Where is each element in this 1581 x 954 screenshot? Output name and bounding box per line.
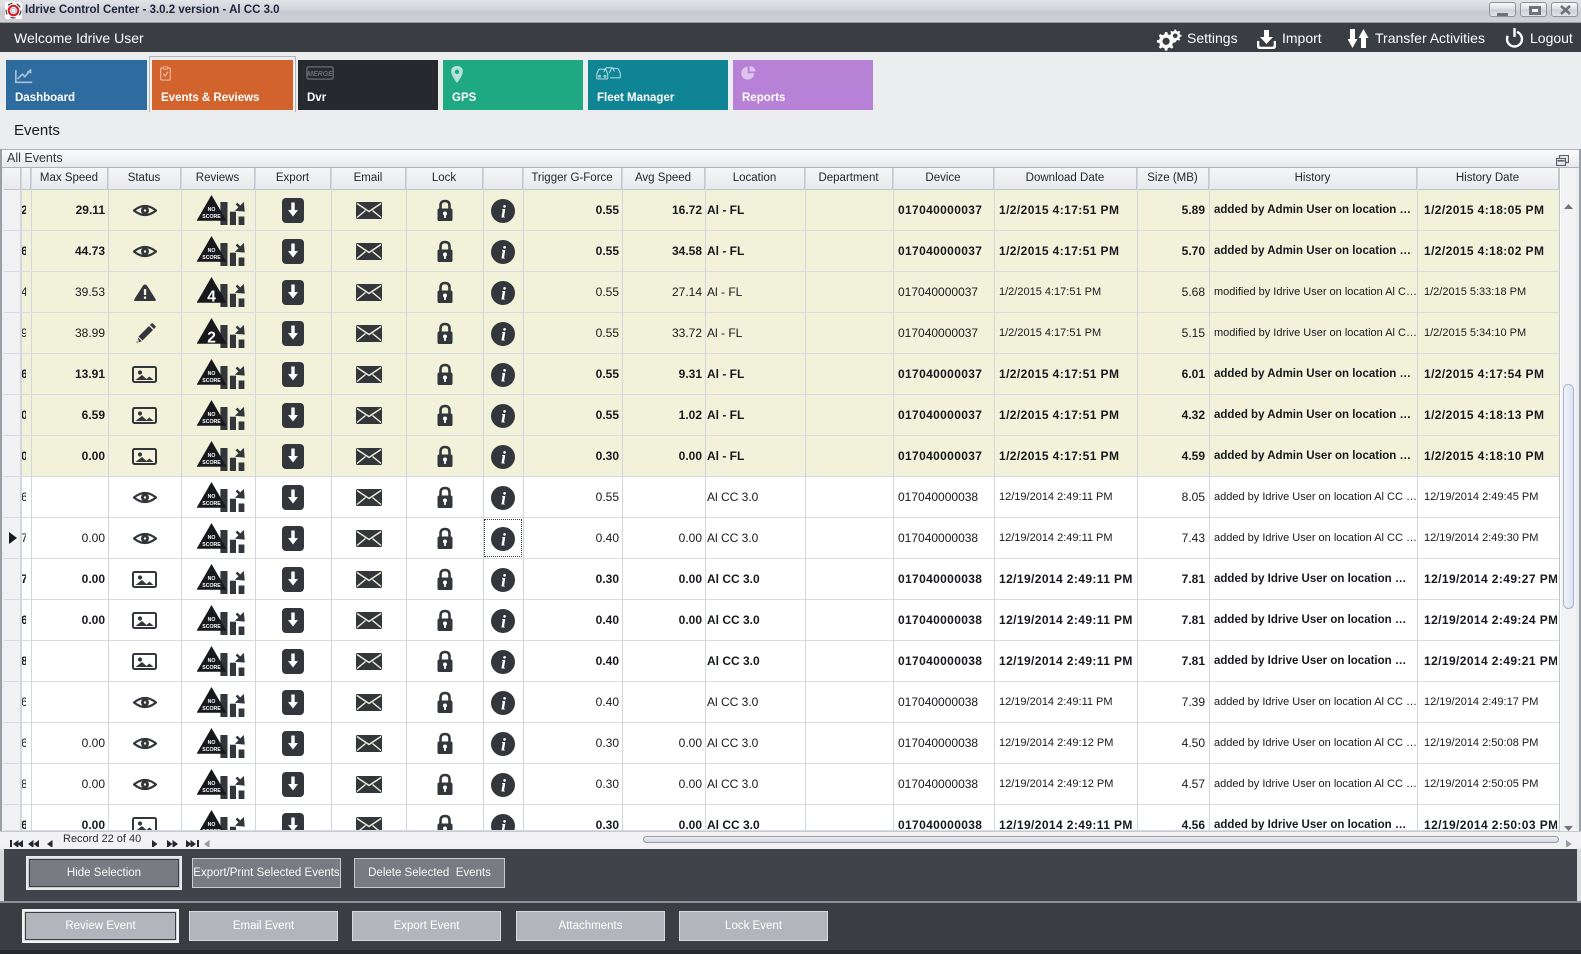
- svg-text:i: i: [501, 324, 506, 344]
- svg-text:i: i: [501, 488, 506, 508]
- svg-text:MERGE: MERGE: [307, 71, 333, 78]
- svg-text:NO: NO: [208, 740, 216, 746]
- svg-text:SCORE: SCORE: [202, 788, 221, 794]
- svg-text:i: i: [501, 775, 506, 795]
- svg-text:i: i: [501, 734, 506, 754]
- svg-text:NO: NO: [208, 207, 216, 213]
- svg-text:SCORE: SCORE: [202, 460, 221, 466]
- svg-text:i: i: [501, 570, 506, 590]
- svg-text:i: i: [501, 693, 506, 713]
- svg-text:SCORE: SCORE: [202, 706, 221, 712]
- svg-text:2: 2: [207, 330, 216, 347]
- svg-text:NO: NO: [208, 412, 216, 418]
- svg-text:i: i: [501, 816, 506, 831]
- svg-text:i: i: [501, 529, 506, 549]
- svg-text:i: i: [501, 611, 506, 631]
- svg-text:i: i: [501, 406, 506, 426]
- svg-text:SCORE: SCORE: [202, 501, 221, 507]
- svg-text:NO: NO: [208, 371, 216, 377]
- svg-text:SCORE: SCORE: [202, 829, 221, 831]
- svg-text:SCORE: SCORE: [202, 583, 221, 589]
- svg-text:NO: NO: [208, 781, 216, 787]
- svg-text:NO: NO: [208, 617, 216, 623]
- svg-text:SCORE: SCORE: [202, 747, 221, 753]
- svg-text:NO: NO: [208, 453, 216, 459]
- svg-text:SCORE: SCORE: [202, 624, 221, 630]
- svg-text:i: i: [501, 365, 506, 385]
- svg-text:SCORE: SCORE: [202, 255, 221, 261]
- svg-text:NO: NO: [208, 535, 216, 541]
- svg-text:NO: NO: [208, 248, 216, 254]
- svg-text:NO: NO: [208, 822, 216, 828]
- svg-text:i: i: [501, 283, 506, 303]
- svg-text:i: i: [501, 242, 506, 262]
- svg-text:4: 4: [207, 289, 216, 306]
- svg-text:SCORE: SCORE: [202, 378, 221, 384]
- svg-text:SCORE: SCORE: [202, 665, 221, 671]
- svg-text:NO: NO: [208, 699, 216, 705]
- svg-text:i: i: [501, 447, 506, 467]
- svg-text:NO: NO: [208, 658, 216, 664]
- svg-text:SCORE: SCORE: [202, 214, 221, 220]
- svg-text:NO: NO: [208, 494, 216, 500]
- svg-text:SCORE: SCORE: [202, 542, 221, 548]
- svg-text:SCORE: SCORE: [202, 419, 221, 425]
- svg-text:i: i: [501, 201, 506, 221]
- svg-text:i: i: [501, 652, 506, 672]
- svg-text:NO: NO: [208, 576, 216, 582]
